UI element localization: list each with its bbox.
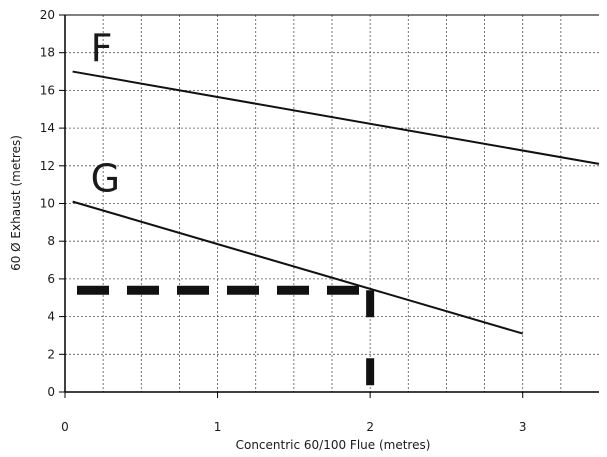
x-tick-label: 0 <box>61 420 69 434</box>
y-tick-label: 16 <box>40 83 55 97</box>
y-tick-label: 4 <box>47 310 55 324</box>
x-tick-label: 1 <box>214 420 222 434</box>
y-tick-label: 18 <box>40 46 55 60</box>
series-label-g: G <box>91 157 120 201</box>
reading-annotation <box>65 285 375 392</box>
series-label-f: F <box>91 27 113 71</box>
y-tick-label: 6 <box>47 272 55 286</box>
y-tick-label: 20 <box>40 8 55 22</box>
y-tick-label: 2 <box>47 347 55 361</box>
series-labels: FG <box>91 27 120 201</box>
series-line-f <box>72 70 600 165</box>
grid <box>65 15 599 392</box>
x-tick-label: 3 <box>519 420 527 434</box>
series-lines <box>72 70 600 335</box>
x-tick-labels: 0 1 2 3 <box>61 392 527 434</box>
x-axis-title: Concentric 60/100 Flue (metres) <box>236 438 431 452</box>
y-axis-title: 60 Ø Exhaust (metres) <box>9 135 23 271</box>
y-tick-label: 12 <box>40 159 55 173</box>
series-line-g <box>72 200 523 335</box>
y-tick-label: 8 <box>47 234 55 248</box>
y-tick-label: 10 <box>40 197 55 211</box>
y-tick-labels: 0 2 4 6 8 10 12 14 16 18 20 <box>40 8 65 399</box>
y-tick-label: 14 <box>40 121 55 135</box>
y-tick-label: 0 <box>47 385 55 399</box>
x-tick-label: 2 <box>366 420 374 434</box>
